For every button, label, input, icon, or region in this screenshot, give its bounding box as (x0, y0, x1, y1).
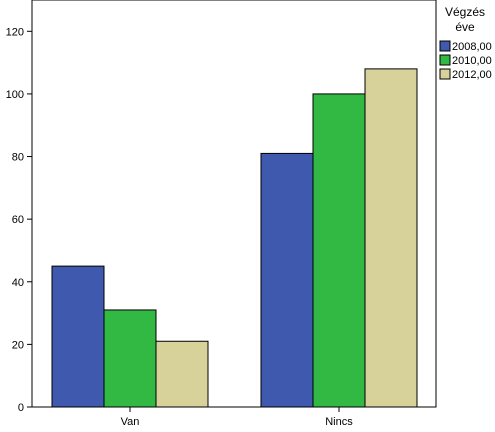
legend-swatch-series-3 (439, 68, 451, 80)
y-tick-label: 100 (6, 89, 24, 101)
legend-label-series-1: 2008,00 (452, 41, 492, 53)
x-tick-label-van: Van (121, 416, 140, 428)
bar-nincs-series-1 (260, 152, 314, 408)
legend: Végzés éve 2008,00 2010,00 2012,00 (439, 5, 492, 81)
legend-title-line-2: éve (455, 20, 475, 34)
legend-swatch-series-1 (439, 40, 451, 52)
legend-label-series-2: 2010,00 (452, 55, 492, 67)
y-tick-label: 0 (18, 402, 24, 414)
bar-van-series-1 (51, 265, 105, 408)
bar-nincs-series-2 (312, 93, 366, 408)
x-axis: Van Nincs (121, 407, 353, 428)
legend-swatch-series-2 (439, 54, 451, 66)
y-axis: 0 20 40 60 80 100 120 (6, 26, 32, 414)
y-tick-label: 120 (6, 26, 24, 38)
y-tick-label: 60 (12, 214, 24, 226)
bar-van-series-2 (103, 309, 157, 408)
bar-van-series-3 (155, 340, 209, 408)
legend-items: 2008,00 2010,00 2012,00 (439, 40, 492, 81)
y-tick-label: 80 (12, 152, 24, 164)
x-tick-label-nincs: Nincs (325, 416, 353, 428)
legend-title-line-1: Végzés (445, 5, 485, 19)
legend-label-series-3: 2012,00 (452, 69, 492, 81)
bars-layer (51, 68, 418, 408)
bar-nincs-series-3 (364, 68, 418, 408)
y-tick-label: 20 (12, 339, 24, 351)
y-tick-label: 40 (12, 277, 24, 289)
